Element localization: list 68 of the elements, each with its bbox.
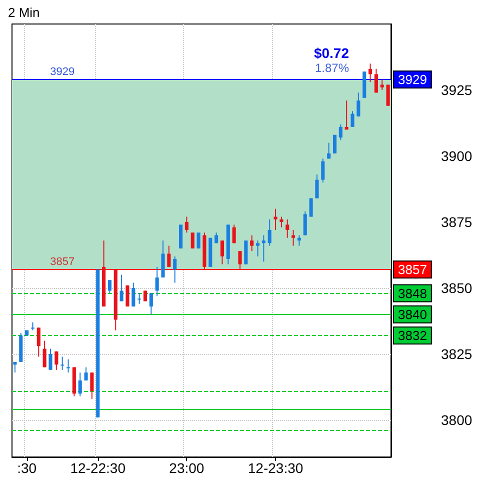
candlestick bbox=[356, 92, 360, 117]
y-tick-label: 3800 bbox=[441, 412, 472, 428]
candlestick bbox=[220, 240, 224, 265]
candlestick bbox=[90, 372, 94, 400]
candlestick bbox=[332, 134, 337, 154]
candlestick bbox=[54, 350, 58, 370]
annotation: $0.72 bbox=[314, 45, 350, 61]
candlestick bbox=[292, 229, 296, 246]
candlestick bbox=[321, 158, 325, 183]
candlestick bbox=[132, 282, 136, 308]
candlestick bbox=[155, 266, 159, 296]
ref-line-label: 3857 bbox=[398, 262, 427, 278]
annotation: 1.87% bbox=[314, 61, 350, 75]
candlestick bbox=[262, 234, 266, 262]
y-tick-label: 3850 bbox=[441, 280, 472, 296]
candlestick bbox=[173, 256, 177, 284]
candlestick bbox=[120, 274, 124, 302]
candlestick bbox=[60, 356, 64, 370]
candlestick bbox=[238, 250, 242, 270]
candlestick bbox=[178, 224, 183, 249]
candlestick bbox=[108, 280, 112, 294]
x-tick-label: 12-22:30 bbox=[70, 460, 126, 476]
ref-line-label: 3848 bbox=[398, 286, 427, 301]
candlestick bbox=[315, 174, 319, 199]
candlestick bbox=[244, 240, 248, 265]
y-tick-label: 3875 bbox=[441, 214, 472, 230]
annotation: 3929 bbox=[50, 66, 75, 78]
candlestick bbox=[250, 234, 254, 252]
candlestick bbox=[374, 68, 378, 94]
y-tick-label: 3925 bbox=[441, 82, 472, 98]
candlestick bbox=[368, 63, 372, 83]
candlestick bbox=[327, 142, 331, 160]
candlestick bbox=[303, 210, 307, 236]
annotation: 3857 bbox=[50, 256, 75, 268]
candlestick bbox=[167, 245, 171, 268]
candlestick bbox=[268, 218, 272, 246]
candlestick bbox=[36, 327, 40, 358]
candlestick bbox=[66, 358, 70, 374]
candlestick bbox=[42, 340, 46, 368]
ref-line-label: 3840 bbox=[398, 306, 427, 322]
candlestick bbox=[280, 216, 284, 228]
candlestick bbox=[196, 232, 200, 249]
ref-line-label: 3929 bbox=[398, 72, 427, 87]
candlestick bbox=[232, 224, 236, 244]
candlestick bbox=[184, 216, 188, 234]
x-tick-label: :30 bbox=[17, 460, 37, 476]
x-tick-label: 12-23:30 bbox=[248, 460, 304, 476]
ref-line-label: 3832 bbox=[398, 328, 427, 344]
candlestick bbox=[161, 240, 165, 278]
candlestick bbox=[78, 372, 82, 397]
candlestick bbox=[84, 366, 88, 381]
candlestick bbox=[48, 348, 52, 370]
candlestick bbox=[350, 110, 354, 128]
y-tick-label: 3900 bbox=[441, 148, 472, 164]
candlestick bbox=[256, 240, 260, 257]
candlestick bbox=[286, 218, 290, 238]
chart-title: 2 Min bbox=[8, 5, 40, 20]
candlestick bbox=[380, 78, 384, 91]
candlestick bbox=[149, 292, 153, 315]
x-tick-label: 23:00 bbox=[169, 460, 204, 476]
y-tick-label: 3825 bbox=[441, 346, 472, 362]
candlestick bbox=[338, 124, 342, 141]
candlestick bbox=[297, 234, 301, 246]
candlestick bbox=[386, 84, 390, 106]
candlestick bbox=[138, 292, 142, 304]
candlestick bbox=[274, 208, 278, 230]
candlestick bbox=[190, 232, 194, 249]
candlestick bbox=[344, 100, 348, 130]
